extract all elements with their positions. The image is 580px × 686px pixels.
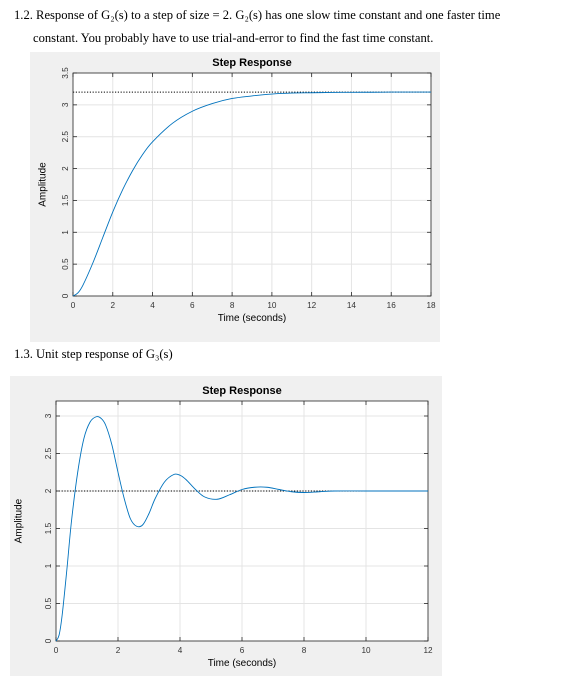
chart1-y-axis-label: Amplitude — [38, 162, 49, 207]
chart2-x-tick-label: 6 — [240, 646, 245, 655]
chart1-y-tick-label: 3 — [61, 102, 70, 107]
chart2-y-tick-label: 0.5 — [44, 597, 53, 609]
step-response-figure-g2: 0 2 4 6 8 10 12 14 16 18 0 0.5 1 1.5 2 2.5 3 3.5 Step Resp… — [30, 52, 440, 342]
chart1-x-tick-label: 10 — [267, 301, 277, 310]
chart2-x-axis-label: Time (seconds) — [208, 658, 277, 669]
chart2-x-tick-label: 0 — [54, 646, 59, 655]
chart2-x-tick-label: 8 — [302, 646, 307, 655]
chart1-title: Step Response — [212, 57, 291, 69]
chart1-x-tick-label: 12 — [307, 301, 317, 310]
chart2-x-tick-label: 12 — [423, 646, 433, 655]
chart1-x-tick-label: 8 — [230, 301, 235, 310]
chart2-y-axis-label: Amplitude — [14, 498, 25, 543]
chart1-y-tick-label: 2 — [61, 166, 70, 171]
chart1-x-tick-label: 18 — [426, 301, 436, 310]
chart1-y-tick-label: 1 — [61, 230, 70, 235]
chart1-x-tick-label: 4 — [150, 301, 155, 310]
step-response-figure-g3: 0 2 4 6 8 10 12 0 0.5 1 1.5 2 2.5 3 Step Response Time … — [10, 376, 442, 676]
chart2-y-tick-label: 2 — [44, 488, 53, 493]
chart2-y-tick-label: 0 — [44, 638, 53, 643]
chart2-x-tick-label: 4 — [178, 646, 183, 655]
chart1-x-tick-label: 6 — [190, 301, 195, 310]
heading-1-3: 1.3. Unit step response of G₃(s) — [14, 347, 173, 361]
paragraph-1-2-line-2: constant. You probably have to use trial… — [33, 31, 434, 45]
chart1-x-tick-label: 16 — [387, 301, 397, 310]
chart2-series-line — [55, 416, 428, 642]
chart1-x-tick-label: 14 — [347, 301, 357, 310]
chart1-y-tick-label: 0.5 — [61, 258, 70, 270]
chart2-title: Step Response — [202, 385, 281, 397]
chart1-y-tick-label: 2.5 — [61, 131, 70, 143]
chart1-x-tick-label: 2 — [110, 301, 115, 310]
chart1-x-axis-label: Time (seconds) — [218, 313, 287, 324]
chart1-y-tick-label: 0 — [61, 293, 70, 298]
chart1-y-tick-label: 1.5 — [61, 194, 70, 206]
paragraph-1-2-line-1: 1.2. Response of G₂(s) to a step of size… — [14, 8, 501, 22]
chart2-x-tick-label: 10 — [361, 646, 371, 655]
chart1-plot-area — [73, 73, 431, 296]
chart1-x-tick-label: 0 — [71, 301, 76, 310]
chart2-y-tick-label: 1 — [44, 563, 53, 568]
chart1-series-line — [72, 91, 431, 297]
chart2-y-tick-label: 2.5 — [44, 447, 53, 459]
chart2-y-tick-label: 3 — [44, 413, 53, 418]
chart2-y-tick-label: 1.5 — [44, 522, 53, 534]
chart1-axes-border — [72, 72, 432, 297]
chart2-x-tick-label: 2 — [116, 646, 121, 655]
chart1-y-tick-label: 3.5 — [61, 67, 70, 79]
